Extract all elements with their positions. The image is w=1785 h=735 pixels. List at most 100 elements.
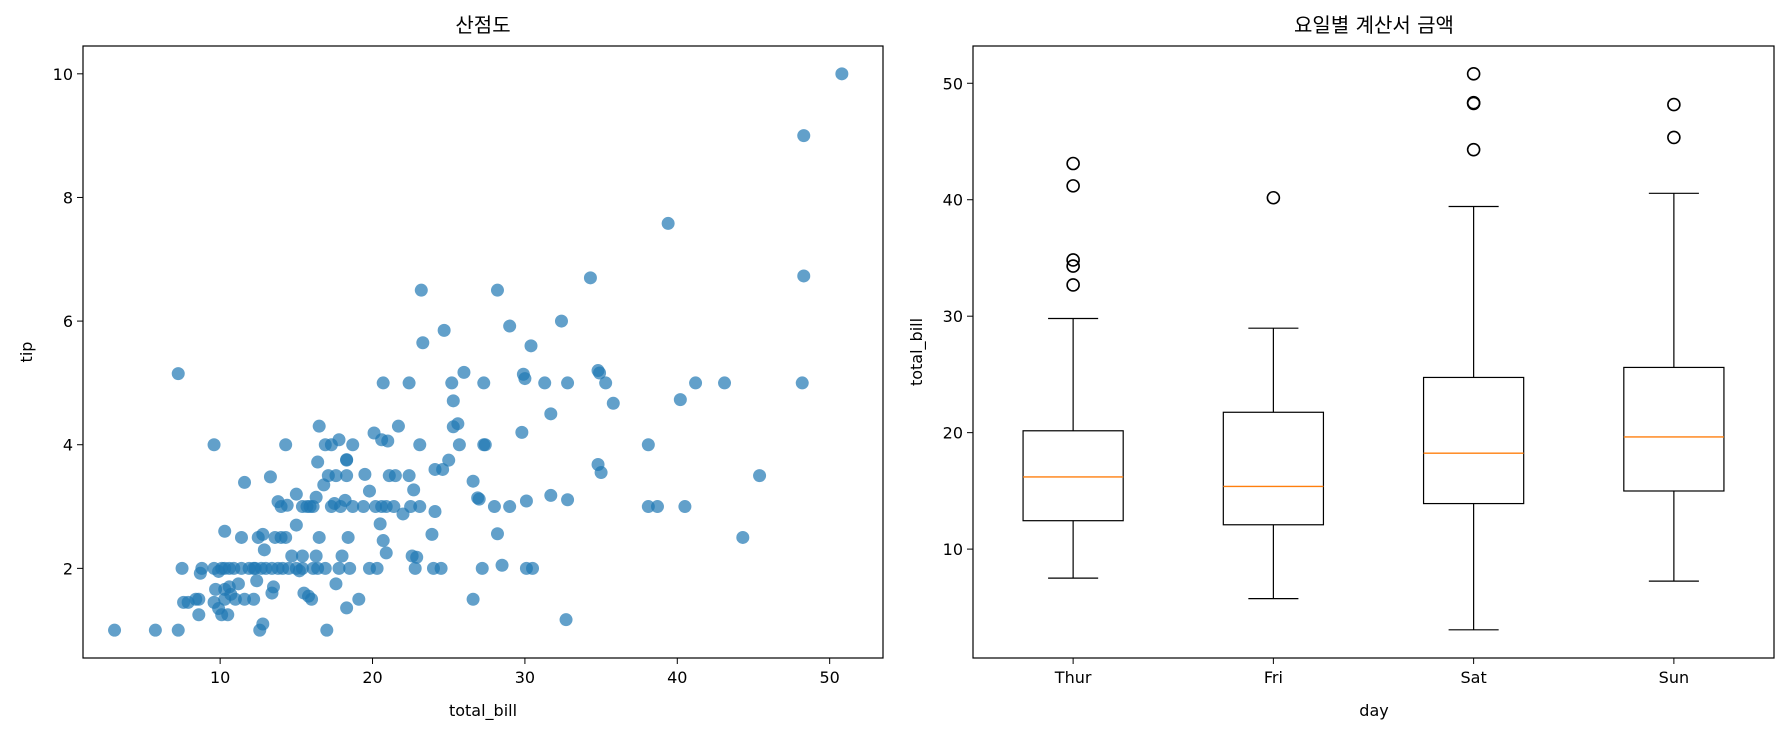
box-x-tick-label: Thur — [1054, 668, 1092, 687]
scatter-point — [391, 419, 405, 433]
scatter-point — [413, 500, 427, 514]
box-x-label: day — [1359, 701, 1388, 720]
scatter-point — [503, 319, 517, 333]
scatter-point — [175, 561, 189, 575]
scatter-point — [428, 504, 442, 518]
box-outlier — [1466, 142, 1481, 157]
box-outlier — [1466, 67, 1481, 81]
scatter-point — [478, 438, 492, 452]
box-outlier — [1667, 130, 1681, 145]
box-iqr — [1222, 411, 1325, 526]
scatter-point — [305, 592, 319, 606]
scatter-point — [387, 500, 401, 514]
scatter-point — [797, 129, 811, 143]
scatter-point — [650, 500, 664, 514]
scatter-point — [250, 574, 264, 588]
scatter-point — [538, 376, 552, 390]
box-x-tick-label: Sun — [1659, 668, 1689, 687]
box-outlier — [1066, 259, 1080, 273]
scatter-point — [490, 527, 504, 541]
scatter-point — [835, 67, 849, 81]
scatter-point — [263, 470, 277, 484]
scatter-point — [192, 608, 206, 622]
scatter-point — [495, 558, 509, 572]
scatter-point — [381, 434, 395, 448]
scatter-x-tick-label: 40 — [667, 668, 687, 687]
scatter-point — [434, 561, 448, 575]
scatter-point — [279, 530, 293, 544]
scatter-point — [442, 453, 456, 467]
scatter-title: 산점도 — [455, 13, 510, 37]
scatter-point — [404, 500, 418, 514]
scatter-point — [414, 283, 428, 297]
scatter-point — [171, 367, 185, 381]
scatter-point — [209, 582, 223, 596]
scatter-point — [689, 376, 703, 390]
scatter-y-tick-label: 2 — [63, 559, 73, 578]
scatter-point — [228, 592, 242, 606]
scatter-y-tick-label: 10 — [53, 65, 73, 84]
box-iqr — [1623, 366, 1725, 492]
scatter-points — [108, 67, 849, 637]
scatter-point — [341, 530, 355, 544]
scatter-point — [593, 366, 607, 380]
scatter-point — [466, 592, 480, 606]
scatter-point — [358, 467, 372, 481]
scatter-y-label: tip — [17, 342, 36, 363]
scatter-point — [346, 438, 360, 452]
box-y-tick-label: 40 — [943, 191, 963, 210]
scatter-point — [222, 580, 236, 594]
scatter-point — [192, 592, 206, 606]
scatter-y-tick-label: 6 — [63, 312, 73, 331]
scatter-point — [490, 283, 504, 297]
scatter-point — [544, 488, 558, 502]
scatter-point — [445, 376, 459, 390]
scatter-point — [475, 561, 489, 575]
scatter-point — [212, 564, 226, 578]
scatter-point — [436, 462, 450, 476]
scatter-point — [171, 623, 185, 637]
scatter-point — [554, 314, 568, 328]
scatter-point — [797, 269, 811, 283]
scatter-point — [379, 546, 393, 560]
scatter-point — [373, 517, 387, 531]
scatter-point — [591, 458, 605, 472]
scatter-y-tick-label: 4 — [63, 436, 73, 455]
scatter-point — [718, 376, 732, 390]
scatter-point — [238, 592, 252, 606]
scatter-point — [376, 376, 390, 390]
box-y-ticks: 10 20 30 40 50 — [943, 74, 973, 559]
scatter-point — [451, 417, 465, 431]
scatter-x-tick-label: 30 — [515, 668, 535, 687]
scatter-point — [352, 592, 366, 606]
scatter-point — [437, 323, 451, 337]
box-y-label: total_bill — [907, 318, 927, 386]
box-title: 요일별 계산서 금액 — [1294, 13, 1454, 37]
box-outlier — [1667, 97, 1681, 112]
scatter-point — [425, 527, 439, 541]
box-axes-frame — [972, 45, 1775, 659]
scatter-point — [279, 438, 293, 452]
scatter-point — [678, 500, 692, 514]
scatter-point — [309, 549, 323, 563]
scatter-point — [311, 455, 325, 469]
scatter-point — [335, 549, 349, 563]
scatter-point — [736, 530, 750, 544]
scatter-x-tick-label: 10 — [210, 668, 230, 687]
scatter-point — [446, 394, 460, 408]
scatter-point — [289, 487, 303, 501]
scatter-point — [753, 469, 767, 483]
scatter-point — [207, 438, 221, 452]
scatter-point — [673, 393, 687, 407]
box-outlier — [1066, 156, 1080, 171]
scatter-point — [559, 613, 573, 627]
scatter-point — [329, 577, 343, 591]
scatter-point — [407, 483, 421, 497]
scatter-point — [346, 500, 360, 514]
box-outlier — [1066, 179, 1080, 193]
scatter-point — [340, 469, 354, 483]
scatter-point — [256, 527, 270, 541]
scatter-point — [356, 500, 370, 514]
